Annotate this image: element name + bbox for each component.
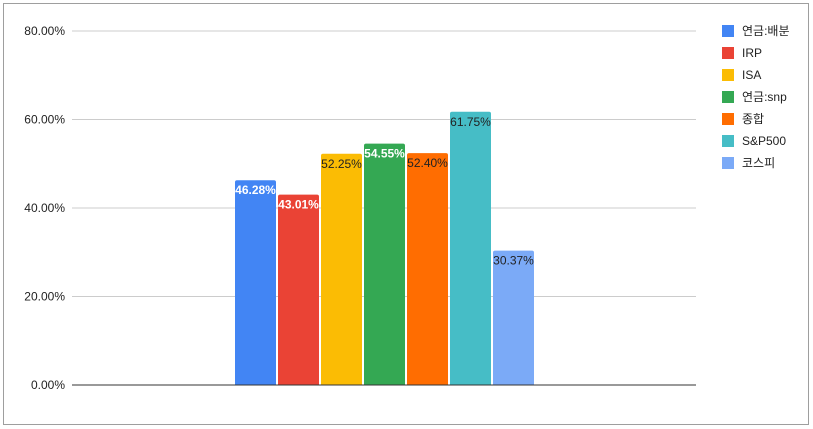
bar-5 [450, 111, 491, 385]
legend-label: S&P500 [742, 134, 786, 148]
legend-label: ISA [742, 68, 761, 82]
data-labels: 46.28%43.01% 52.25%54.55%52.40% 61.75% 30.3… [235, 115, 534, 268]
legend: 연금:배분 IRP ISA 연금:snp 종합 S&P500 코스피 [722, 24, 790, 170]
y-axis-ticks: 0.00% 20.00% 40.00% 60.00% 80.00% [24, 24, 65, 392]
data-label: 52.25% [321, 157, 362, 171]
legend-swatch [722, 113, 734, 125]
y-tick-label: 20.00% [24, 290, 65, 304]
data-label: 30.37% [493, 254, 534, 268]
bar-0 [235, 180, 276, 385]
data-label: 61.75% [450, 115, 491, 129]
legend-swatch [722, 135, 734, 147]
legend-swatch [722, 69, 734, 81]
data-label: 43.01% [278, 198, 319, 212]
bar-6 [493, 250, 534, 385]
y-tick-label: 80.00% [24, 24, 65, 38]
data-label: 54.55% [364, 147, 405, 161]
legend-label: 종합 [742, 112, 764, 126]
data-label: 52.40% [407, 156, 448, 170]
legend-label: 연금:snp [742, 90, 787, 104]
data-label: 46.28% [235, 183, 276, 197]
legend-swatch [722, 157, 734, 169]
y-tick-label: 0.00% [31, 378, 65, 392]
legend-label: 코스피 [742, 156, 775, 170]
legend-swatch [722, 25, 734, 37]
legend-label: IRP [742, 46, 762, 60]
chart-frame [3, 3, 809, 425]
bar-2 [321, 153, 362, 385]
bar-3 [364, 143, 405, 385]
legend-swatch [722, 47, 734, 59]
y-tick-label: 60.00% [24, 113, 65, 127]
bar-4 [407, 153, 448, 385]
y-tick-label: 40.00% [24, 201, 65, 215]
bars [235, 111, 534, 385]
bar-1 [278, 194, 319, 385]
legend-swatch [722, 91, 734, 103]
legend-label: 연금:배분 [742, 24, 790, 38]
